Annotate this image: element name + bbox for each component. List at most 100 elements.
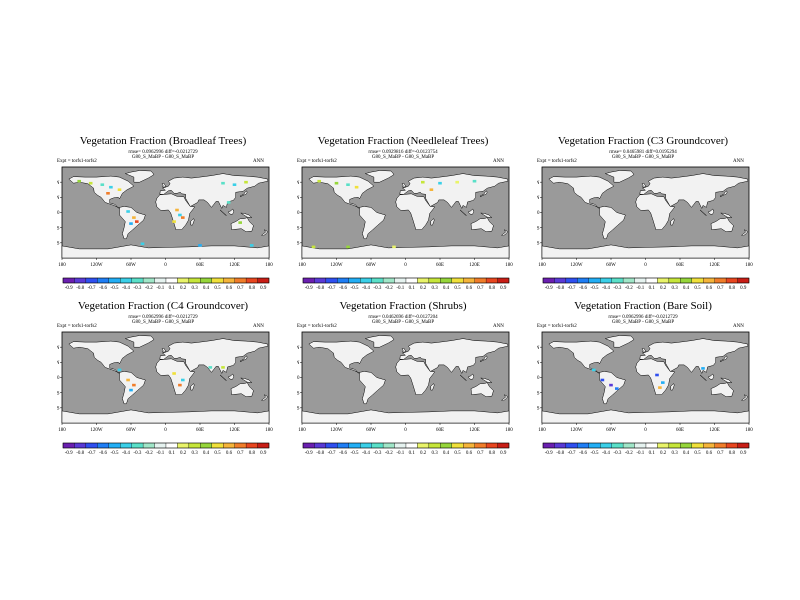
land-madagascar <box>670 383 675 391</box>
colorbar-swatch <box>622 442 635 449</box>
lon-tick-label: 0 <box>404 263 407 268</box>
colorbar-swatch <box>634 277 647 284</box>
colorbar-label: -0.4 <box>602 286 610 291</box>
land-australia <box>470 217 494 232</box>
colorbar-label: 0.1 <box>169 451 176 456</box>
expt-text: Expt = torfs1-torfs2 <box>537 159 577 164</box>
colorbar-swatch <box>451 277 464 284</box>
lat-tick-label: 0 <box>537 211 540 216</box>
colorbar-swatch <box>463 277 475 284</box>
lon-tick-label: 120E <box>229 263 240 268</box>
diff-cell <box>208 366 213 369</box>
diff-cell <box>238 221 242 224</box>
colorbar-swatch <box>85 442 98 449</box>
lon-tick-label: 0 <box>644 428 647 433</box>
land-madagascar <box>430 218 435 226</box>
colorbar-label: 0.2 <box>660 286 667 291</box>
diff-cell <box>232 183 237 186</box>
colorbar-frame <box>542 277 750 284</box>
land-group <box>61 335 270 424</box>
colorbar-swatch <box>223 277 235 284</box>
colorbar-label: -0.9 <box>305 451 313 456</box>
diff-cell <box>658 386 662 389</box>
colorbar-frame <box>542 442 750 449</box>
colorbar-swatch <box>428 442 441 449</box>
land-eurasia <box>639 338 749 375</box>
lon-tick-label: 120W <box>330 428 343 433</box>
colorbar-label: -0.1 <box>636 451 644 456</box>
colorbar-swatch <box>680 442 692 449</box>
colorbar-label: -0.5 <box>351 286 359 291</box>
lat-tick-label: 0 <box>297 211 300 216</box>
colorbar-label: -0.2 <box>625 286 633 291</box>
land-new-zealand <box>260 229 269 237</box>
land-uk <box>401 182 407 188</box>
colorbar-label: -0.8 <box>556 286 564 291</box>
colorbar-swatch <box>691 277 704 284</box>
cases-text: G80_S_MaBP - G80_S_MaBP <box>371 155 435 160</box>
diff-cell <box>609 383 613 387</box>
lon-tick-label: 60E <box>436 263 444 268</box>
colorbar-label: 0.9 <box>500 451 507 456</box>
colorbar-swatch <box>542 442 555 449</box>
land-madagascar <box>190 383 195 391</box>
diff-cell <box>701 367 705 370</box>
lon-tick-label: 180 <box>58 263 66 268</box>
cases-text: G80_S_MaBP - G80_S_MaBP <box>371 320 435 325</box>
land-greenland <box>604 170 635 183</box>
colorbar-swatch <box>600 442 612 449</box>
land-uk <box>641 347 647 353</box>
colorbar-swatch <box>325 442 338 449</box>
colorbar-swatch <box>348 442 361 449</box>
colorbar-label: 0.9 <box>740 286 747 291</box>
colorbar-label: 0.9 <box>740 451 747 456</box>
lat-tick-label: 30S <box>297 391 300 396</box>
colorbar-swatch <box>394 442 407 449</box>
land-south-america <box>599 371 626 405</box>
lat-tick-label: 30N <box>297 196 300 201</box>
land-antarctica <box>61 409 270 424</box>
colorbar-label: -0.6 <box>339 286 347 291</box>
colorbar-label: 0.5 <box>214 451 221 456</box>
colorbar-swatch <box>737 442 750 449</box>
lon-tick-label: 180 <box>538 428 546 433</box>
colorbar-swatch <box>120 277 132 284</box>
lat-tick-label: 0 <box>537 376 540 381</box>
diff-cell <box>600 378 605 382</box>
diff-cell <box>421 180 425 184</box>
diff-cell <box>172 220 176 223</box>
colorbar-swatch <box>485 277 498 284</box>
colorbar-swatch <box>554 442 567 449</box>
colorbar-label: -0.5 <box>111 286 119 291</box>
colorbar-swatch <box>337 277 349 284</box>
colorbar-label: -0.1 <box>396 286 404 291</box>
lat-tick-label: 60S <box>297 241 300 246</box>
colorbar-label: 0.6 <box>226 286 233 291</box>
colorbar-swatch <box>245 277 258 284</box>
lon-tick-label: 60E <box>196 428 204 433</box>
season-text: ANN <box>733 159 744 164</box>
lat-tick-label: 60N <box>297 181 300 186</box>
diff-cell <box>221 366 225 369</box>
lat-tick-label: 30S <box>57 391 60 396</box>
colorbar-swatch <box>440 277 452 284</box>
lon-tick-label: 180 <box>265 428 273 433</box>
colorbar-label: 0.4 <box>443 451 450 456</box>
land-borneo <box>707 208 715 215</box>
colorbar-swatch <box>405 277 418 284</box>
land-africa <box>635 358 676 395</box>
land-uk <box>641 182 647 188</box>
colorbar-label: 0.1 <box>649 451 656 456</box>
lat-tick-label: 60N <box>57 181 60 186</box>
diff-cell <box>392 245 396 249</box>
lon-tick-label: 180 <box>538 263 546 268</box>
land-north-america <box>548 175 615 209</box>
colorbar-label: 0.3 <box>191 451 198 456</box>
colorbar-label: 0.3 <box>191 286 198 291</box>
land-uk <box>161 347 167 353</box>
rmse-text: rmse= 0.0962996 diff=-0.0212729 <box>128 315 198 320</box>
colorbar-frame <box>62 277 270 284</box>
colorbar-swatch <box>554 277 567 284</box>
land-new-zealand <box>740 229 749 237</box>
colorbar-swatch <box>588 442 601 449</box>
